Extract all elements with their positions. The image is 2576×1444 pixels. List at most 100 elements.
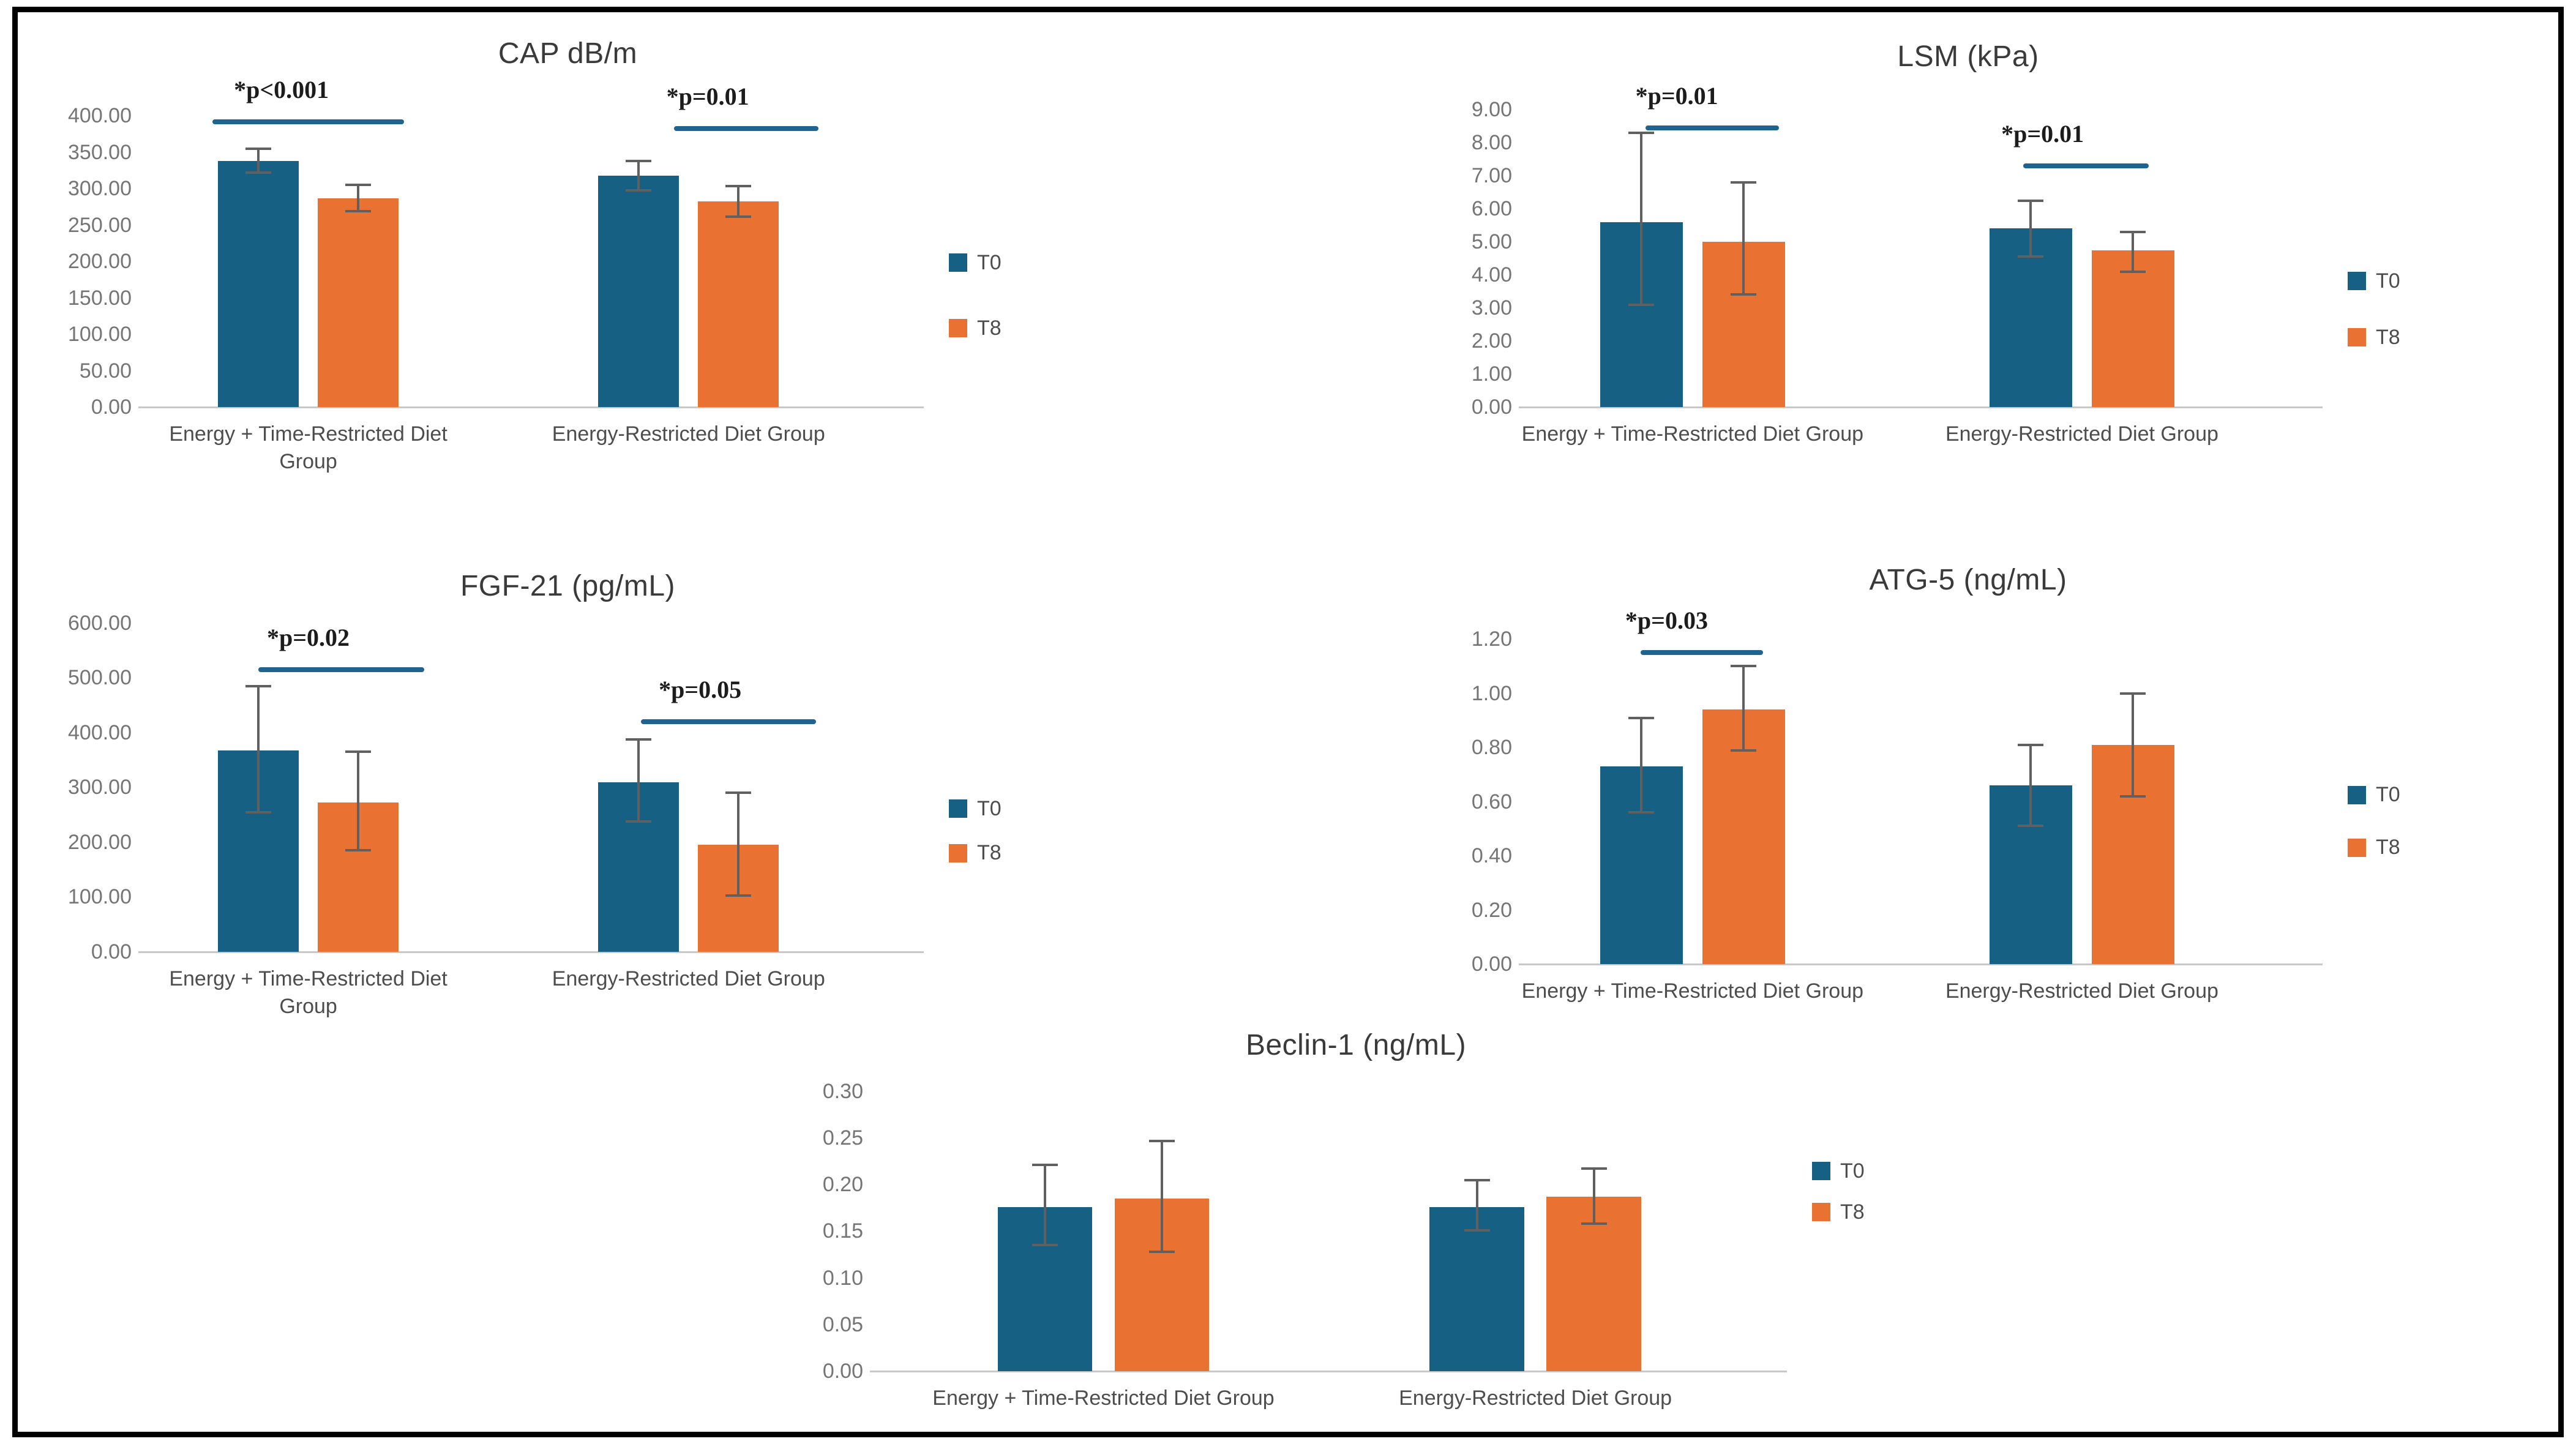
error-bar-cap-bottom [725,215,752,218]
figure-border [12,7,2564,1437]
significance-label: *p=0.05 [659,676,742,704]
plot-area-beclin1 [870,1077,1787,1372]
chart-fgf21: FGF-21 (pg/mL) *p=0.02 *p=0.05 600.00 500.00… [34,545,1102,1071]
error-bar-line [256,686,260,812]
y-tick-label: 150.00 [68,286,132,310]
y-tick-label: 8.00 [1471,131,1512,154]
error-bar-cap-bottom [345,849,372,852]
error-bar-cap-top [2120,692,2146,695]
significance-label: *p=0.01 [666,82,749,110]
error-bar-cap-bottom [1731,749,1757,752]
error-bar-line [2132,693,2135,796]
error-bar-cap-bottom [245,171,271,174]
error-bar-cap-top [1628,131,1655,134]
y-tick-label: 7.00 [1471,164,1512,187]
y-tick-label: 6.00 [1471,197,1512,220]
bar-t8-group2 [1546,1197,1641,1371]
y-tick-label: 3.00 [1471,296,1512,320]
legend-marker-t8 [1812,1203,1830,1222]
error-bar-cap-bottom [245,810,271,814]
x-category-label: Energy + Time-Restricted Diet Group [932,1386,1275,1410]
y-tick-label: 0.40 [1471,844,1512,868]
legend-item-t8: T8 [949,841,1002,865]
legend-label-t8: T8 [1840,1200,1865,1224]
error-bar-line [357,752,360,851]
error-bar-cap-bottom [345,210,372,213]
y-tick-label: 0.20 [1471,898,1512,922]
error-bar-cap-top [1149,1139,1175,1142]
y-tick-label: 350.00 [68,140,132,164]
bar-t8-group1 [318,198,399,407]
error-bar-cap-top [725,184,752,187]
y-tick-label: 0.00 [1471,395,1512,419]
error-bar-line [737,185,740,217]
legend-item-t8: T8 [2348,836,2400,859]
x-category-label: Energy + Time-Restricted Diet Group [169,422,447,473]
legend-label-t0: T0 [2376,269,2400,293]
error-bar-line [1043,1165,1046,1246]
legend-marker-t8 [2348,328,2366,347]
y-tick-label: 200.00 [68,250,132,274]
error-bar-cap-top [1628,716,1655,719]
error-bar-cap-bottom [2018,825,2044,828]
chart-beclin1: Beclin-1 (ng/mL) 0.30 0.25 0.20 0.15 0.10 0.05… [774,1013,1938,1442]
error-bar-cap-bottom [1149,1250,1175,1253]
y-tick-label: 200.00 [68,830,132,854]
x-category-label: Energy + Time-Restricted Diet Group [1521,422,1864,446]
y-tick-label: 0.30 [822,1079,863,1103]
error-bar-cap-bottom [1464,1229,1490,1232]
legend-label-t8: T8 [977,316,1002,340]
x-category-label: Energy-Restricted Diet Group [552,967,825,990]
y-tick-label: 0.15 [822,1219,863,1243]
chart-cap: CAP dB/m *p<0.001 *p=0.01 400.00 350.00 300.0… [34,21,1102,520]
error-bar-line [2029,744,2032,826]
y-tick-label: 9.00 [1471,98,1512,121]
bar-t8-group2 [698,201,779,407]
bar-t0-group2 [1989,228,2072,407]
y-tick-label: 500.00 [68,666,132,690]
y-tick-label: 1.20 [1471,627,1512,651]
bar-t8-group1 [1702,709,1785,964]
error-bar-line [637,161,640,190]
error-bar-cap-top [245,684,271,687]
significance-line [673,125,818,131]
y-tick-label: 600.00 [68,611,132,635]
legend-item-t0: T0 [2348,783,2400,807]
error-bar-cap-top [345,184,372,187]
error-bar-line [1592,1169,1595,1224]
error-bar-cap-top [1581,1167,1607,1170]
error-bar-cap-top [245,147,271,150]
x-axis-line [138,406,924,408]
y-tick-label: 300.00 [68,177,132,201]
y-tick-label: 0.00 [91,395,132,419]
error-bar-cap-top [725,791,752,795]
legend-item-t8: T8 [949,316,1002,340]
error-bar-cap-top [1464,1178,1490,1181]
error-bar-cap-bottom [1032,1244,1058,1247]
chart-title-atg5: ATG-5 (ng/mL) [1869,564,2067,596]
y-tick-label: 400.00 [68,104,132,128]
plot-area-cap: *p<0.001 *p=0.01 [138,76,924,408]
error-bar-cap-bottom [626,189,652,192]
chart-lsm: LSM (kPa) *p=0.01 *p=0.01 9.00 8.00 7.00 6.00 5… [1420,21,2516,487]
significance-line [212,119,405,124]
x-category-label: Energy-Restricted Diet Group [1945,422,2218,446]
error-bar-line [1640,717,1643,813]
plot-area-fgf21: *p=0.02 *p=0.05 [138,612,924,953]
error-bar-line [1742,666,1745,750]
legend-item-t0: T0 [2348,269,2400,293]
x-axis-line [1519,406,2323,408]
y-tick-label: 0.00 [1471,952,1512,976]
x-category-label: Energy-Restricted Diet Group [552,422,825,446]
legend-label-t0: T0 [977,796,1002,820]
y-tick-label: 100.00 [68,323,132,346]
legend-marker-t8 [949,319,967,338]
legend-item-t0: T0 [1812,1159,1865,1183]
x-category-label: Energy-Restricted Diet Group [1945,979,2218,1003]
bar-t0-group2 [598,175,680,407]
bar-t8-group2 [2091,250,2174,407]
bar-t0-group2 [1429,1206,1524,1371]
chart-atg5: ATG-5 (ng/mL) *p=0.03 1.20 1.00 0.80 0.60 0.40… [1420,545,2516,1044]
error-bar-cap-top [1032,1164,1058,1167]
error-bar-line [1640,132,1643,305]
